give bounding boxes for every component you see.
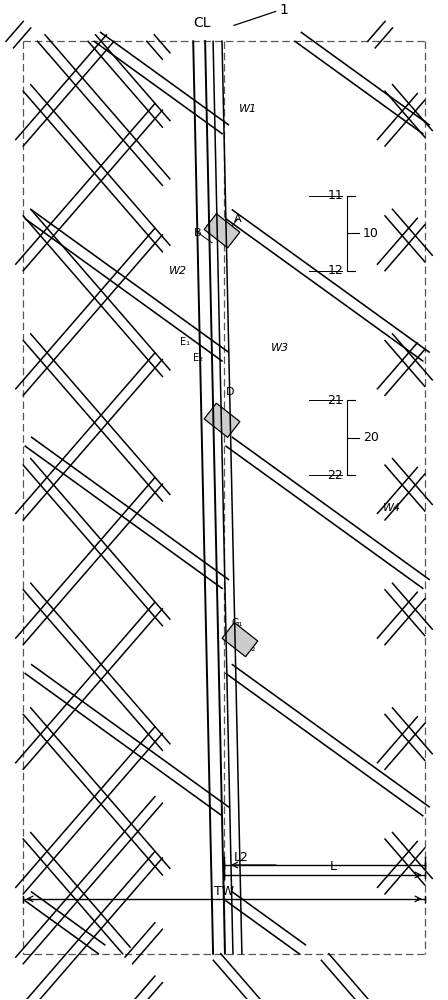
Text: W1: W1 [239, 104, 257, 114]
Text: L: L [329, 860, 336, 873]
Polygon shape [204, 214, 240, 248]
Text: D: D [226, 387, 234, 397]
Text: TW: TW [214, 885, 234, 898]
Text: W4: W4 [383, 503, 401, 513]
Text: E₁: E₁ [180, 337, 190, 347]
Text: A: A [234, 214, 242, 224]
Text: W3: W3 [271, 343, 289, 353]
Text: 10: 10 [363, 227, 379, 240]
Text: L2: L2 [234, 851, 249, 864]
Text: 21: 21 [327, 394, 343, 407]
Text: 1: 1 [280, 3, 289, 17]
Text: 11: 11 [327, 189, 343, 202]
Text: CL: CL [194, 16, 211, 30]
Text: 22: 22 [327, 469, 343, 482]
Text: W2: W2 [169, 266, 187, 276]
Text: 12: 12 [327, 264, 343, 277]
Text: E₂: E₂ [193, 353, 203, 363]
Text: 20: 20 [363, 431, 379, 444]
Polygon shape [222, 623, 258, 657]
Text: G₂: G₂ [244, 643, 255, 653]
Text: G₁: G₁ [231, 618, 243, 628]
Text: C: C [208, 410, 216, 420]
Text: B: B [194, 228, 202, 238]
Polygon shape [204, 403, 240, 437]
